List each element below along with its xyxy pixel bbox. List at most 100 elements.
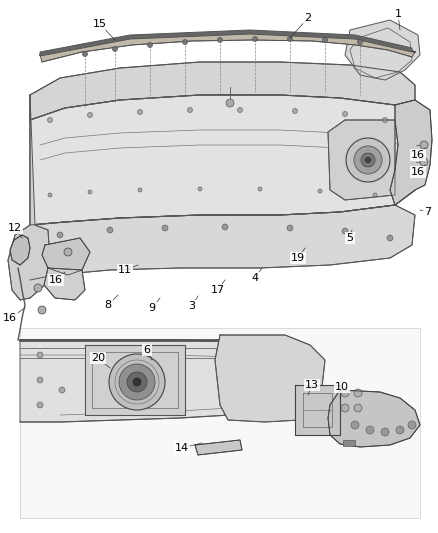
Circle shape [366,426,374,434]
Circle shape [341,404,349,412]
Text: 13: 13 [305,380,319,390]
Text: 10: 10 [335,382,349,392]
Polygon shape [295,385,340,435]
Circle shape [346,138,390,182]
Circle shape [287,36,293,42]
Circle shape [222,224,228,230]
Text: 16: 16 [3,313,17,323]
Circle shape [354,146,382,174]
Text: 16: 16 [411,167,425,177]
Text: 12: 12 [8,223,22,233]
Circle shape [88,112,92,117]
Circle shape [226,99,234,107]
Circle shape [408,421,416,429]
Circle shape [354,389,362,397]
Text: 6: 6 [144,345,151,355]
Text: 14: 14 [175,443,189,453]
Circle shape [57,232,63,238]
Circle shape [351,421,359,429]
Circle shape [420,141,428,149]
Circle shape [373,193,377,197]
Polygon shape [40,33,415,62]
Circle shape [342,228,348,234]
Text: 17: 17 [211,285,225,295]
Circle shape [37,377,43,383]
Polygon shape [10,235,30,265]
Circle shape [357,39,363,44]
Circle shape [47,117,53,123]
Text: 11: 11 [118,265,132,275]
Polygon shape [328,390,420,447]
Circle shape [64,248,72,256]
Circle shape [38,306,46,314]
Circle shape [48,193,52,197]
Circle shape [252,36,258,42]
Circle shape [387,235,393,241]
Polygon shape [42,238,90,275]
Circle shape [162,225,168,231]
Circle shape [354,404,362,412]
Circle shape [138,109,142,115]
Text: 19: 19 [291,253,305,263]
Polygon shape [390,100,432,205]
Polygon shape [215,335,325,422]
Polygon shape [345,20,420,80]
Circle shape [82,52,88,56]
Circle shape [318,189,322,193]
Polygon shape [30,205,415,280]
Circle shape [34,284,42,292]
Circle shape [287,225,293,231]
Polygon shape [30,95,415,225]
Polygon shape [20,340,285,422]
Text: 7: 7 [424,207,431,217]
Polygon shape [85,345,185,415]
Text: 1: 1 [395,9,402,19]
Circle shape [183,39,187,44]
Polygon shape [8,95,50,300]
Circle shape [322,37,328,43]
Circle shape [59,387,65,393]
Circle shape [109,354,165,410]
Circle shape [37,352,43,358]
Text: 9: 9 [148,303,155,313]
Circle shape [113,46,117,52]
Text: 2: 2 [304,13,311,23]
Circle shape [119,364,155,400]
Polygon shape [40,30,412,56]
Text: 8: 8 [104,300,112,310]
Text: 16: 16 [411,150,425,160]
Text: 4: 4 [251,273,258,283]
Text: 15: 15 [93,19,107,29]
Circle shape [187,108,192,112]
Circle shape [138,188,142,192]
Polygon shape [30,62,415,120]
Circle shape [382,117,388,123]
Circle shape [37,402,43,408]
Circle shape [127,372,147,392]
Text: 5: 5 [346,233,353,243]
Polygon shape [44,268,85,300]
Circle shape [237,108,243,112]
Circle shape [361,153,375,167]
Polygon shape [328,120,395,200]
Circle shape [420,158,428,166]
Circle shape [341,389,349,397]
Text: 3: 3 [188,301,195,311]
Circle shape [396,426,404,434]
Circle shape [258,187,262,191]
Circle shape [88,190,92,194]
Circle shape [133,378,141,386]
Text: 20: 20 [91,353,105,363]
Circle shape [218,37,223,43]
Bar [343,440,355,446]
Polygon shape [195,440,242,455]
Circle shape [343,111,347,117]
Circle shape [293,109,297,114]
Circle shape [107,227,113,233]
Circle shape [198,187,202,191]
Circle shape [148,43,152,47]
Circle shape [365,157,371,163]
Circle shape [381,428,389,436]
FancyBboxPatch shape [20,328,420,518]
Text: 16: 16 [49,275,63,285]
